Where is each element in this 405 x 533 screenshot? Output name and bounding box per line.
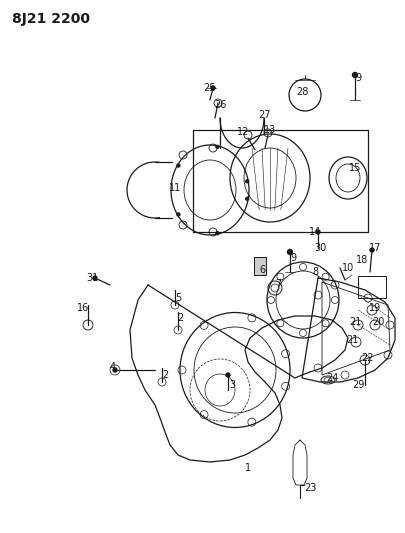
Text: 2: 2 (177, 313, 183, 323)
Text: 9: 9 (289, 253, 295, 263)
Circle shape (352, 72, 357, 77)
Text: 21: 21 (348, 317, 360, 327)
Circle shape (215, 232, 218, 235)
Text: 14: 14 (308, 227, 320, 237)
Text: 28: 28 (295, 87, 307, 97)
Circle shape (245, 180, 248, 183)
Circle shape (113, 368, 117, 372)
Text: 26: 26 (213, 100, 226, 110)
Text: 13: 13 (263, 125, 275, 135)
Text: 3: 3 (228, 380, 234, 390)
Circle shape (177, 213, 179, 216)
Text: 8J21 2200: 8J21 2200 (12, 12, 90, 26)
Text: 1: 1 (244, 463, 250, 473)
Circle shape (245, 197, 248, 200)
Text: 11: 11 (168, 183, 181, 193)
Text: 4: 4 (110, 362, 116, 372)
Circle shape (177, 164, 179, 167)
Text: 19: 19 (368, 303, 380, 313)
Circle shape (287, 249, 292, 254)
Bar (357, 276, 385, 298)
Circle shape (315, 230, 319, 234)
Circle shape (369, 248, 373, 252)
Text: 12: 12 (236, 127, 249, 137)
Text: 17: 17 (368, 243, 380, 253)
Text: 7: 7 (274, 279, 280, 289)
Text: 22: 22 (361, 353, 373, 363)
Text: 30: 30 (313, 243, 325, 253)
Text: 21: 21 (345, 335, 357, 345)
Text: 10: 10 (341, 263, 353, 273)
Text: 6: 6 (258, 265, 264, 275)
Circle shape (93, 276, 97, 280)
Text: 18: 18 (355, 255, 367, 265)
Text: 24: 24 (325, 373, 337, 383)
Text: 31: 31 (86, 273, 98, 283)
Text: 8: 8 (311, 267, 317, 277)
Text: 29: 29 (351, 380, 363, 390)
Text: 20: 20 (371, 317, 383, 327)
Text: 2: 2 (162, 370, 168, 380)
Text: 5: 5 (175, 293, 181, 303)
Text: 9: 9 (354, 73, 360, 83)
Text: 15: 15 (348, 163, 360, 173)
Text: 16: 16 (77, 303, 89, 313)
Text: 23: 23 (303, 483, 315, 493)
Circle shape (211, 86, 215, 90)
Circle shape (215, 146, 218, 148)
Text: 27: 27 (258, 110, 271, 120)
Bar (254, 257, 265, 275)
Text: 25: 25 (203, 83, 216, 93)
Circle shape (226, 373, 230, 377)
